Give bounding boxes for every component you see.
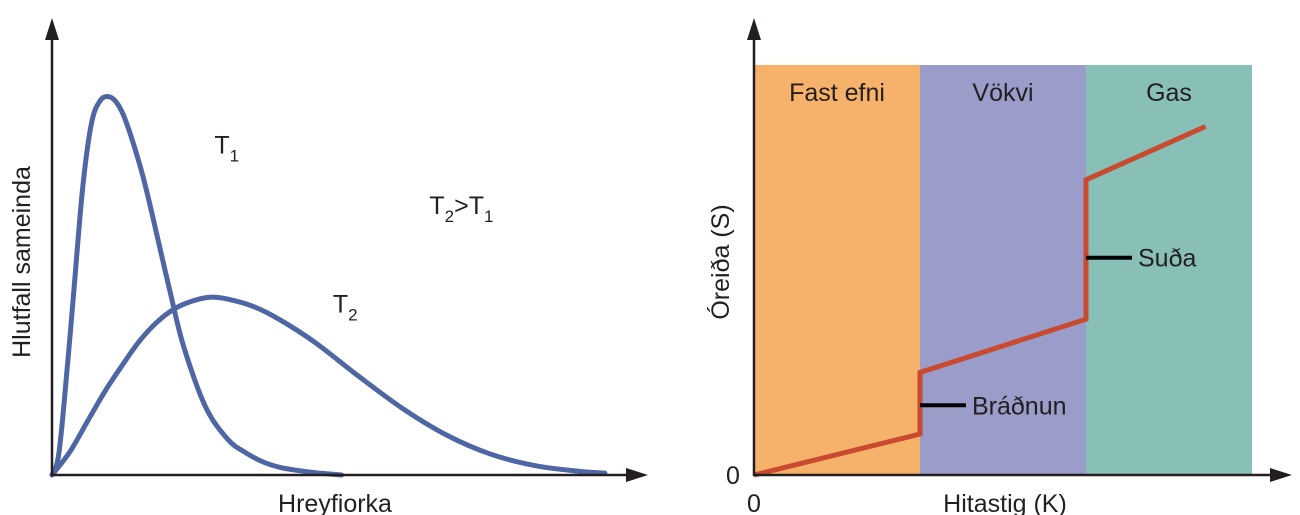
right-x-axis-label: Hitastig (K) [943, 490, 1067, 515]
phase-label-3: Gas [1146, 79, 1192, 107]
distribution-curve-t2 [49, 294, 608, 478]
entropy-line [753, 124, 1207, 478]
right-y-axis-label: Óreiða (S) [706, 204, 735, 319]
left-x-axis-label: Hreyfiorka [278, 490, 392, 515]
temperature-relation-annotation: T2>T1 [429, 192, 493, 226]
relation-sub-1: 2 [445, 207, 454, 226]
relation-base-1: T [429, 192, 444, 220]
left-curves [49, 93, 608, 478]
right-x-tick-label: 0 [747, 490, 761, 515]
relation-sub-2: 1 [484, 207, 493, 226]
transition-annotations: Bráðnun Suða [920, 245, 1196, 420]
series-label-t2-sub: 2 [348, 305, 357, 324]
right-chart: Fast efni Vökvi Gas Bráðnun Suða 0 0 Óreiða… [706, 18, 1292, 515]
series-label-t1: T1 [214, 131, 239, 165]
left-y-axis-label: Hlutfall sameinda [8, 166, 36, 358]
right-y-tick-label: 0 [726, 462, 740, 490]
right-y-axis-arrow [747, 18, 761, 40]
phase-regions: Fast efni Vökvi Gas [754, 65, 1252, 475]
series-label-t1-base: T [214, 131, 229, 159]
relation-base-2: T [469, 192, 484, 220]
annotation-label-2: Suða [1138, 245, 1196, 273]
entropy-line-group [753, 124, 1207, 478]
series-label-t1-sub: 1 [230, 146, 239, 165]
left-x-axis-arrow [626, 468, 648, 482]
right-x-axis-arrow [1270, 468, 1292, 482]
relation-operator: > [454, 192, 469, 220]
distribution-curve-t1 [49, 93, 345, 478]
series-label-t2: T2 [333, 290, 358, 324]
phase-region-1 [754, 65, 920, 475]
phase-label-2: Vökvi [972, 79, 1033, 107]
series-label-t2-base: T [333, 290, 348, 318]
phase-label-1: Fast efni [789, 79, 885, 107]
phase-region-3 [1086, 65, 1252, 475]
left-chart: Hlutfall sameinda Hreyfiorka T1 T2 T2>T1 [8, 18, 648, 515]
left-y-axis-arrow [45, 18, 59, 40]
annotation-label-1: Bráðnun [972, 392, 1067, 420]
